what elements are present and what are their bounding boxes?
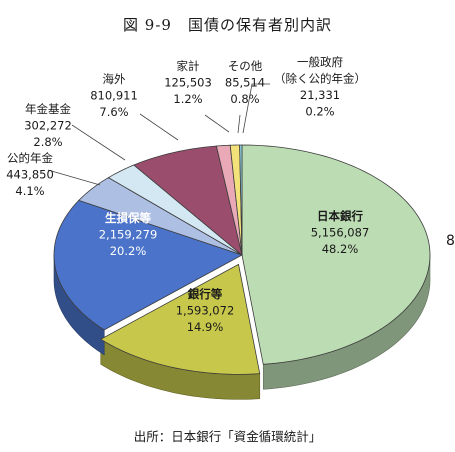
slice-label-3-line-0: 公的年金: [7, 151, 53, 165]
slice-label-2-line-0: 生損保等: [105, 211, 151, 225]
slice-label-2-line-2: 20.2%: [110, 244, 147, 258]
slice-label-0-line-0: 日本銀行: [317, 209, 363, 223]
slice-label-5-line-0: 海外: [103, 72, 126, 86]
slice-label-3-line-2: 4.1%: [15, 184, 44, 198]
slice-label-5-line-2: 7.6%: [99, 105, 128, 119]
slice-label-4-line-1: 302,272: [24, 119, 72, 133]
slice-3: [78, 177, 243, 256]
leader-line-6: [204, 114, 230, 133]
slice-5: [133, 145, 243, 257]
slice-0: [241, 144, 431, 365]
slice-1: [99, 263, 261, 375]
slice-label-5-line-1: 810,911: [90, 89, 138, 103]
leader-line-4: [71, 124, 126, 161]
slice-label-1-line-1: 1,593,072: [176, 304, 235, 318]
slice-label-8-line-3: 0.2%: [305, 105, 334, 119]
slice-label-7-line-2: 0.8%: [230, 92, 259, 106]
leader-line-5: [139, 113, 179, 141]
slice-label-8-line-1: （除く公的年金）: [274, 72, 366, 86]
slice-label-1-line-0: 銀行等: [188, 287, 223, 301]
chart-source: 出所：日本銀行「資金循環統計」: [133, 429, 322, 444]
slice-label-6-line-0: 家計: [177, 59, 200, 73]
slice-label-3-line-1: 443,850: [6, 168, 54, 182]
slice-4: [107, 164, 243, 256]
slice-label-4-line-0: 年金基金: [25, 102, 71, 116]
slice-label-6-line-1: 125,503: [164, 76, 212, 90]
slice-label-2-line-1: 2,159,279: [99, 228, 158, 242]
leader-line-3: [47, 169, 101, 186]
slice-label-0-line-2: 48.2%: [322, 242, 359, 256]
slice-label-0-line-1: 5,156,087: [311, 226, 370, 240]
slice-label-8-line-0: 一般政府: [297, 55, 343, 69]
slice-label-6-line-2: 1.2%: [173, 92, 202, 106]
slice-2: [53, 199, 243, 331]
slice-label-7-line-0: その他: [228, 59, 263, 73]
slice-label-1-line-2: 14.9%: [187, 320, 224, 334]
slice-label-7-line-1: 85,514: [225, 76, 265, 90]
slice-label-8-line-2: 21,331: [300, 88, 340, 102]
leader-line-7: [237, 114, 241, 134]
slice-label-4-line-2: 2.8%: [33, 135, 62, 149]
leader-line-8: [242, 83, 270, 134]
chart-title: 図 9-9 国債の保有者別内訳: [123, 16, 332, 34]
cut-off-text: 8: [446, 233, 455, 249]
slice-8: [239, 144, 243, 256]
